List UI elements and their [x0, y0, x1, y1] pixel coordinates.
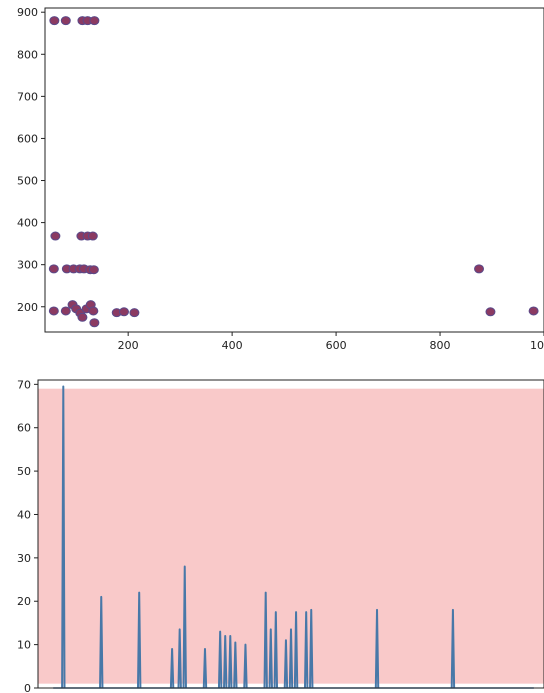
spike-line [263, 591, 268, 689]
y-tick-label: 30 [17, 552, 31, 565]
y-tick-label: 60 [17, 422, 31, 435]
scatter-plot-frame [44, 7, 544, 333]
scatter-point [474, 264, 485, 274]
scatter-point [88, 265, 99, 275]
scatter-point [528, 306, 539, 316]
spike-line [202, 647, 208, 689]
spike-line [182, 565, 187, 689]
spike-line [243, 643, 248, 689]
spike-line [137, 591, 142, 689]
spike-line [309, 608, 314, 689]
spike-line [273, 611, 279, 689]
y-tick-label: 200 [17, 301, 38, 314]
spike-line [303, 611, 309, 689]
scatter-point [485, 307, 496, 317]
y-tick-label: 500 [17, 175, 38, 188]
scatter-point [60, 306, 71, 316]
scatter-point [87, 231, 98, 241]
scatter-point [89, 16, 100, 26]
scatter-ticks: 200 300 400 500 600 700 800 900 200 400 600 800 1000 [17, 6, 544, 352]
y-tick-label: 700 [17, 90, 38, 103]
spike-line [217, 630, 223, 689]
spike-line-chart: 0 10 20 30 40 50 60 70 [17, 378, 544, 693]
y-tick-label: 800 [17, 48, 38, 61]
scatter-point [129, 308, 140, 318]
line-chart-ticks: 0 10 20 30 40 50 60 70 [17, 378, 38, 693]
x-tick-label: 600 [326, 339, 347, 352]
scatter-point [88, 306, 99, 316]
y-tick-label: 300 [17, 259, 38, 272]
scatter-point [89, 318, 100, 328]
x-tick-label: 200 [118, 339, 139, 352]
spike-line [268, 628, 273, 689]
spike-line [293, 611, 299, 689]
spike-line [177, 628, 182, 689]
spike-line [288, 628, 294, 689]
y-tick-label: 400 [17, 217, 38, 230]
scatter-point [60, 16, 71, 26]
y-tick-label: 40 [17, 508, 31, 521]
scatter-points [48, 16, 539, 328]
spike-line [374, 608, 380, 689]
scatter-point [50, 231, 61, 241]
spike-line [61, 385, 66, 689]
scatter-point [48, 264, 59, 274]
scatter-point [77, 312, 88, 322]
spike-line [283, 639, 289, 689]
spike-line [223, 634, 228, 689]
spike-line [450, 608, 456, 689]
x-tick-label: 800 [430, 339, 451, 352]
scatter-chart: 200 300 400 500 600 700 800 900 200 400 600 800 1000 [17, 6, 544, 352]
line-plot-frame [37, 379, 544, 689]
y-tick-label: 900 [17, 6, 38, 19]
spike-line [228, 634, 233, 689]
scatter-point [119, 307, 130, 317]
y-tick-label: 50 [17, 465, 31, 478]
y-tick-label: 10 [17, 639, 31, 652]
y-tick-label: 600 [17, 132, 38, 145]
x-tick-label: 400 [222, 339, 243, 352]
spike-line [99, 595, 104, 689]
spike-line [169, 647, 175, 689]
spike-line [233, 641, 238, 689]
x-tick-label: 1000 [530, 339, 544, 352]
y-tick-label: 0 [24, 682, 31, 693]
scatter-point [48, 306, 59, 316]
y-tick-label: 70 [17, 378, 31, 391]
scatter-point [49, 16, 60, 26]
y-tick-label: 20 [17, 595, 31, 608]
